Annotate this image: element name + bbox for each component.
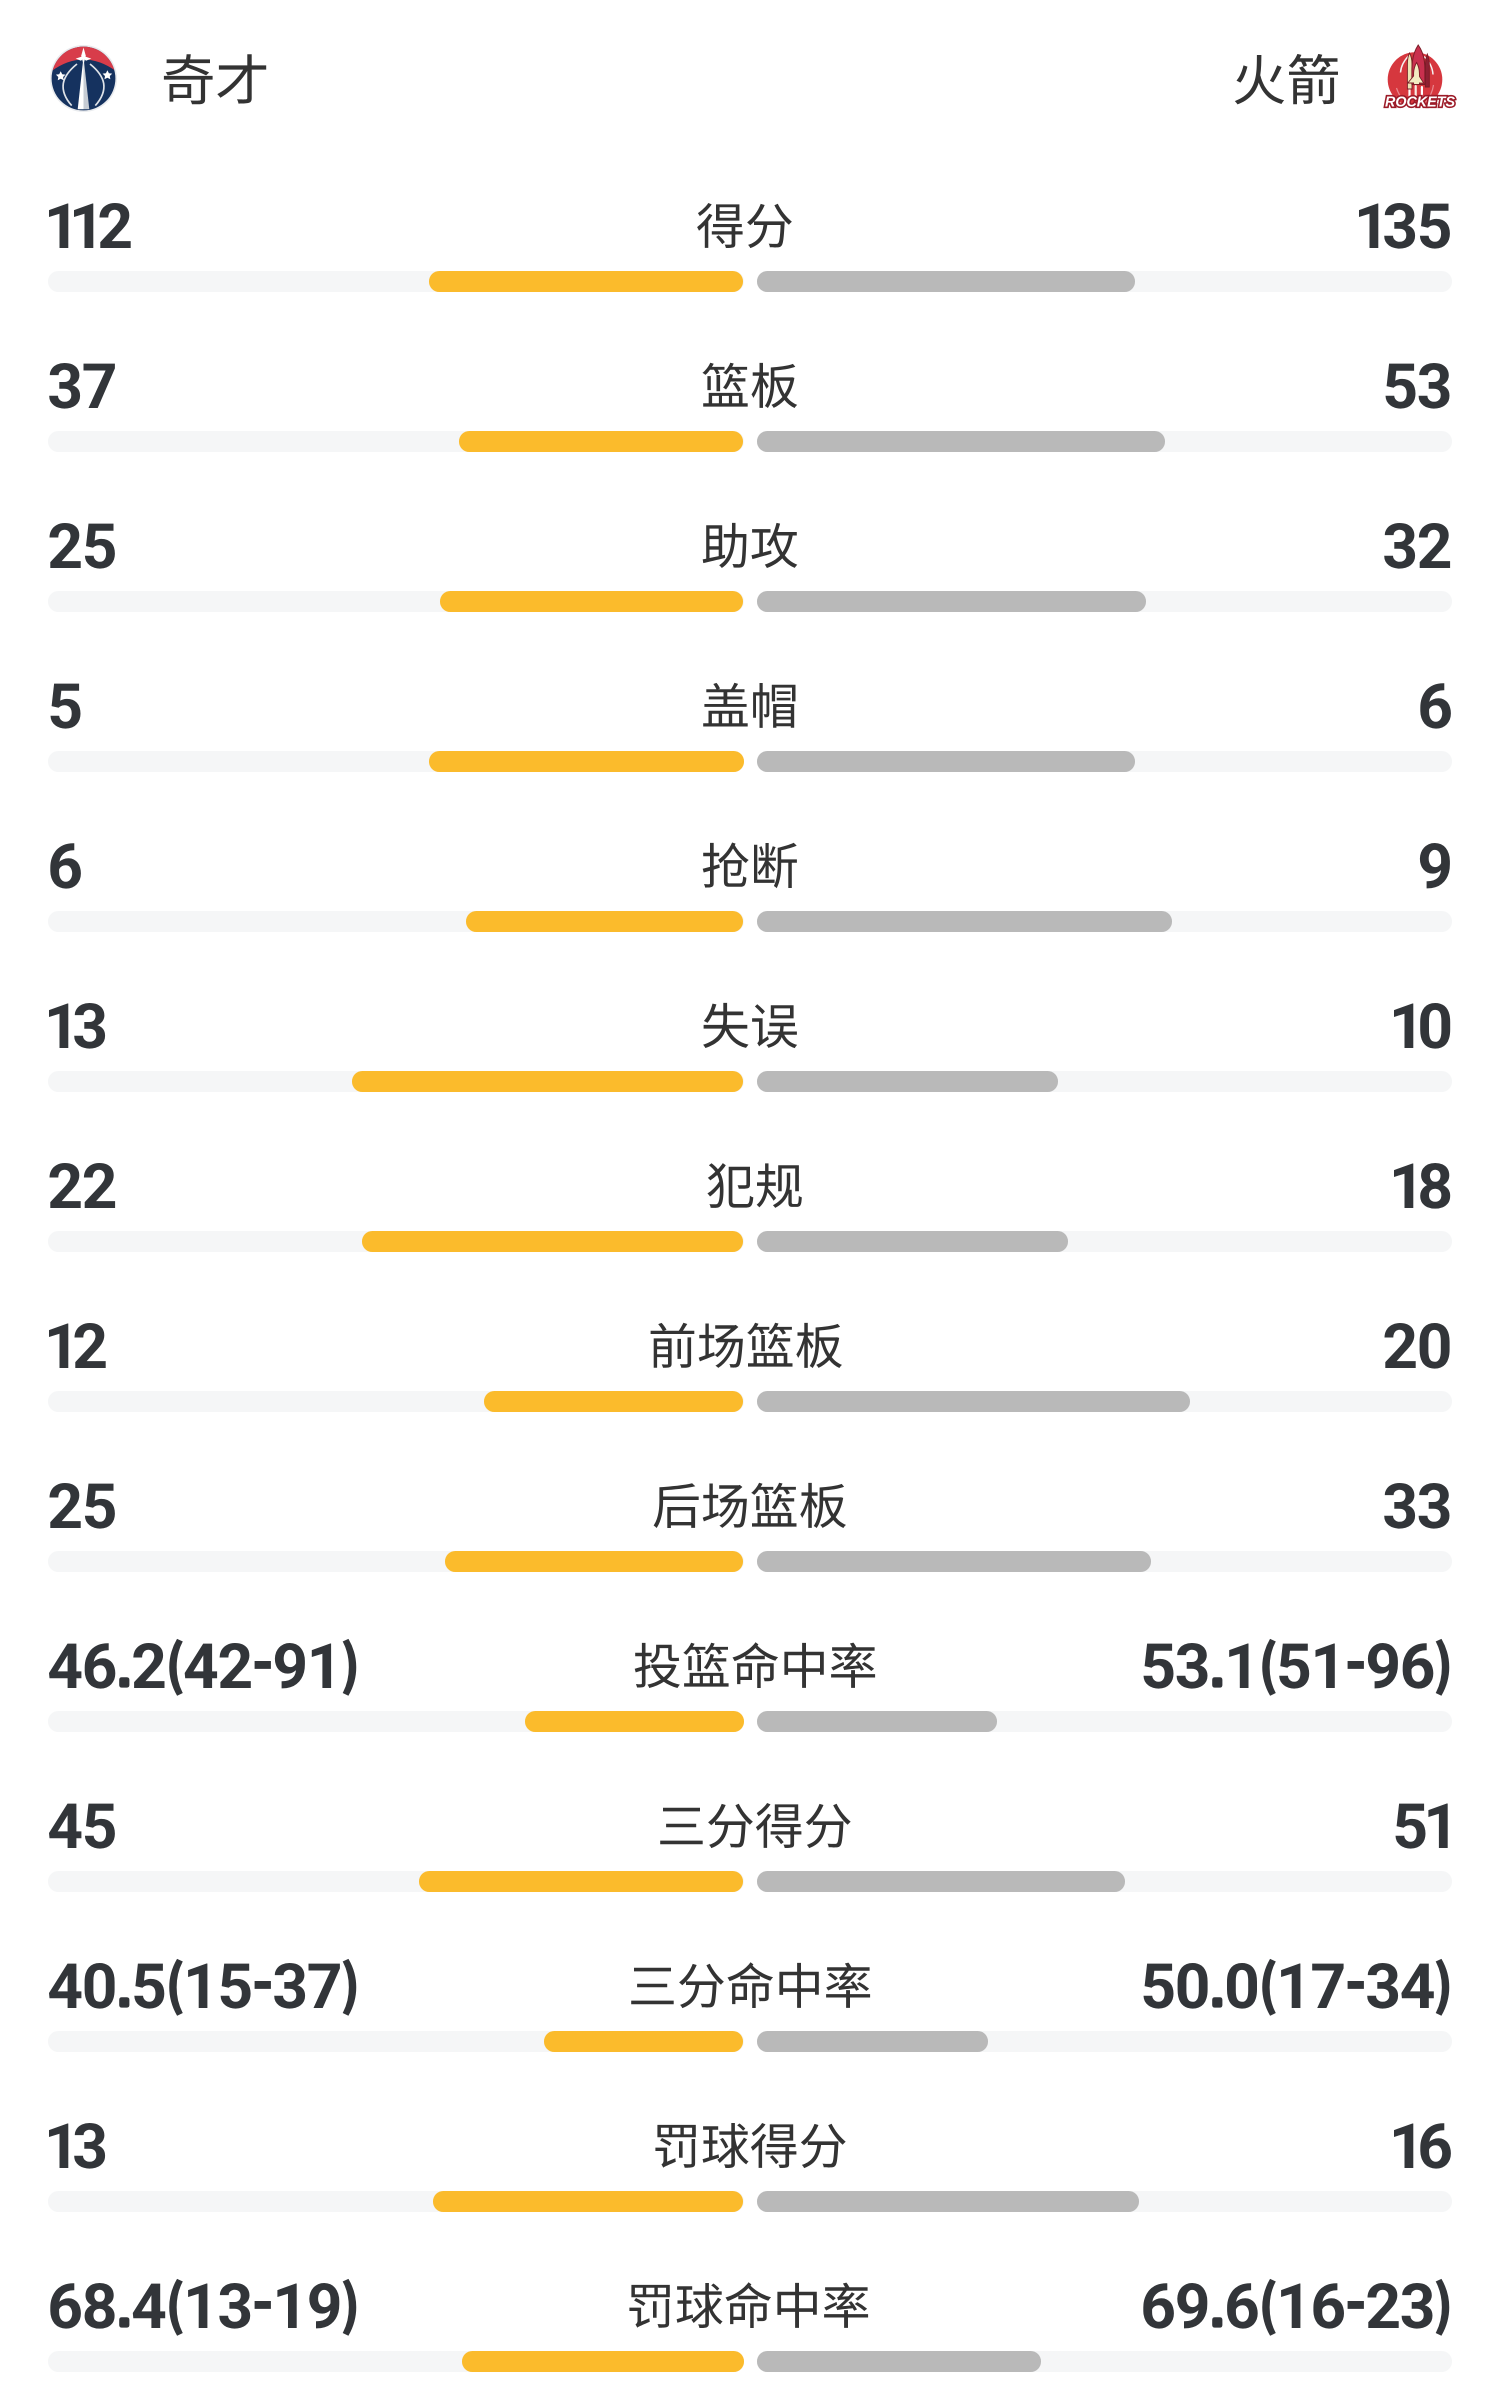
svg-text:ROCKETS: ROCKETS: [1385, 95, 1455, 111]
